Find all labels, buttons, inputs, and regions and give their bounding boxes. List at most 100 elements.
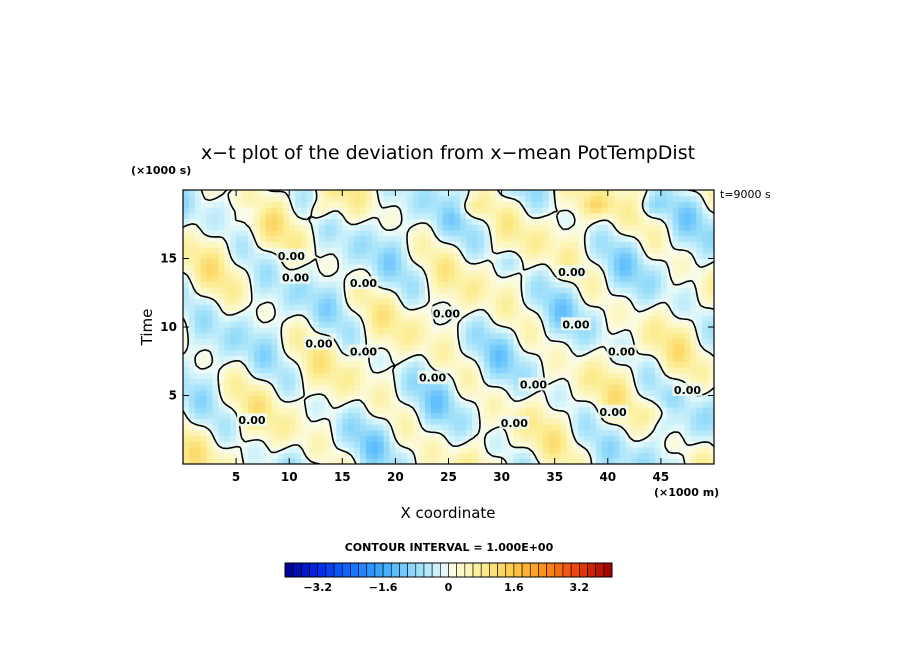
heatmap-cell bbox=[360, 378, 367, 385]
heatmap-cell bbox=[448, 287, 455, 294]
heatmap-cell bbox=[183, 287, 190, 294]
heatmap-cell bbox=[542, 309, 550, 317]
heatmap-cell bbox=[224, 366, 231, 374]
heatmap-cell bbox=[442, 349, 450, 357]
heatmap-cell bbox=[407, 372, 414, 379]
heatmap-cell bbox=[625, 384, 632, 391]
heatmap-cell bbox=[655, 378, 662, 385]
heatmap-cell bbox=[413, 372, 420, 379]
heatmap-cell bbox=[442, 287, 450, 294]
heatmap-cell bbox=[283, 229, 290, 237]
heatmap-cell bbox=[348, 229, 355, 237]
heatmap-cell bbox=[194, 366, 202, 374]
heatmap-cell bbox=[200, 349, 208, 357]
heatmap-cell bbox=[590, 275, 597, 282]
heatmap-cell bbox=[643, 406, 650, 414]
heatmap-cell bbox=[554, 315, 562, 322]
heatmap-cell bbox=[702, 458, 709, 464]
heatmap-cell bbox=[236, 372, 243, 379]
heatmap-cell bbox=[625, 235, 632, 242]
heatmap-cell bbox=[501, 252, 509, 260]
heatmap-cell bbox=[360, 304, 367, 311]
heatmap-cell bbox=[566, 458, 573, 464]
heatmap-cell bbox=[513, 264, 520, 271]
heatmap-cell bbox=[466, 429, 473, 437]
heatmap-cell bbox=[395, 287, 402, 294]
heatmap-cell bbox=[330, 287, 337, 294]
heatmap-cell bbox=[507, 235, 514, 242]
heatmap-cell bbox=[389, 201, 396, 208]
heatmap-cell bbox=[436, 247, 444, 254]
heatmap-cell bbox=[619, 372, 627, 379]
heatmap-cell bbox=[401, 378, 408, 385]
heatmap-cell bbox=[584, 429, 591, 437]
heatmap-cell bbox=[525, 258, 532, 265]
heatmap-cell bbox=[271, 412, 278, 419]
heatmap-cell bbox=[542, 292, 550, 300]
heatmap-cell bbox=[336, 401, 343, 408]
heatmap-cell bbox=[542, 338, 550, 345]
x-axis-label: X coordinate bbox=[400, 504, 495, 522]
heatmap-cell bbox=[259, 395, 267, 402]
heatmap-cell bbox=[696, 258, 703, 265]
heatmap-cell bbox=[466, 281, 473, 288]
heatmap-cell bbox=[590, 218, 597, 225]
heatmap-cell bbox=[513, 429, 520, 437]
heatmap-cell bbox=[200, 241, 208, 248]
heatmap-cell bbox=[548, 247, 556, 254]
heatmap-cell bbox=[283, 309, 290, 317]
heatmap-cell bbox=[330, 304, 337, 311]
heatmap-cell bbox=[424, 235, 432, 242]
heatmap-cell bbox=[271, 252, 278, 260]
heatmap-cell bbox=[389, 218, 396, 225]
heatmap-cell bbox=[188, 418, 196, 425]
heatmap-cell bbox=[548, 372, 556, 379]
heatmap-cell bbox=[607, 241, 615, 248]
heatmap-cell bbox=[708, 401, 714, 408]
heatmap-cell bbox=[271, 201, 278, 208]
heatmap-cell bbox=[354, 395, 361, 402]
heatmap-cell bbox=[200, 275, 208, 282]
heatmap-cell bbox=[460, 372, 467, 379]
heatmap-cell bbox=[442, 269, 450, 277]
heatmap-cell bbox=[336, 247, 343, 254]
heatmap-cell bbox=[218, 252, 225, 260]
heatmap-cell bbox=[454, 349, 461, 357]
heatmap-cell bbox=[200, 384, 208, 391]
heatmap-cell bbox=[295, 287, 302, 294]
heatmap-cell bbox=[519, 309, 526, 317]
heatmap-cell bbox=[218, 281, 225, 288]
heatmap-cell bbox=[318, 424, 326, 431]
heatmap-cell bbox=[336, 281, 343, 288]
heatmap-cell bbox=[200, 247, 208, 254]
heatmap-cell bbox=[342, 224, 349, 231]
heatmap-cell bbox=[194, 292, 202, 300]
heatmap-cell bbox=[407, 190, 414, 197]
heatmap-cell bbox=[531, 458, 538, 464]
heatmap-cell bbox=[430, 195, 438, 203]
heatmap-cell bbox=[531, 446, 538, 454]
heatmap-cell bbox=[643, 321, 650, 328]
heatmap-cell bbox=[413, 361, 420, 368]
heatmap-cell bbox=[218, 207, 225, 214]
heatmap-cell bbox=[684, 281, 691, 288]
heatmap-cell bbox=[365, 384, 373, 391]
heatmap-cell bbox=[560, 235, 568, 242]
heatmap-cell bbox=[655, 452, 662, 459]
heatmap-cell bbox=[513, 235, 520, 242]
heatmap-cell bbox=[625, 401, 632, 408]
heatmap-cell bbox=[371, 252, 379, 260]
heatmap-cell bbox=[649, 252, 656, 260]
heatmap-cell bbox=[495, 321, 503, 328]
heatmap-cell bbox=[531, 418, 538, 425]
heatmap-cell bbox=[206, 281, 214, 288]
heatmap-cell bbox=[419, 441, 426, 448]
heatmap-cell bbox=[401, 287, 408, 294]
heatmap-cell bbox=[619, 304, 627, 311]
heatmap-cell bbox=[289, 201, 296, 208]
heatmap-cell bbox=[655, 218, 662, 225]
heatmap-cell bbox=[678, 281, 686, 288]
heatmap-cell bbox=[306, 372, 314, 379]
heatmap-cell bbox=[454, 378, 461, 385]
heatmap-cell bbox=[525, 207, 532, 214]
